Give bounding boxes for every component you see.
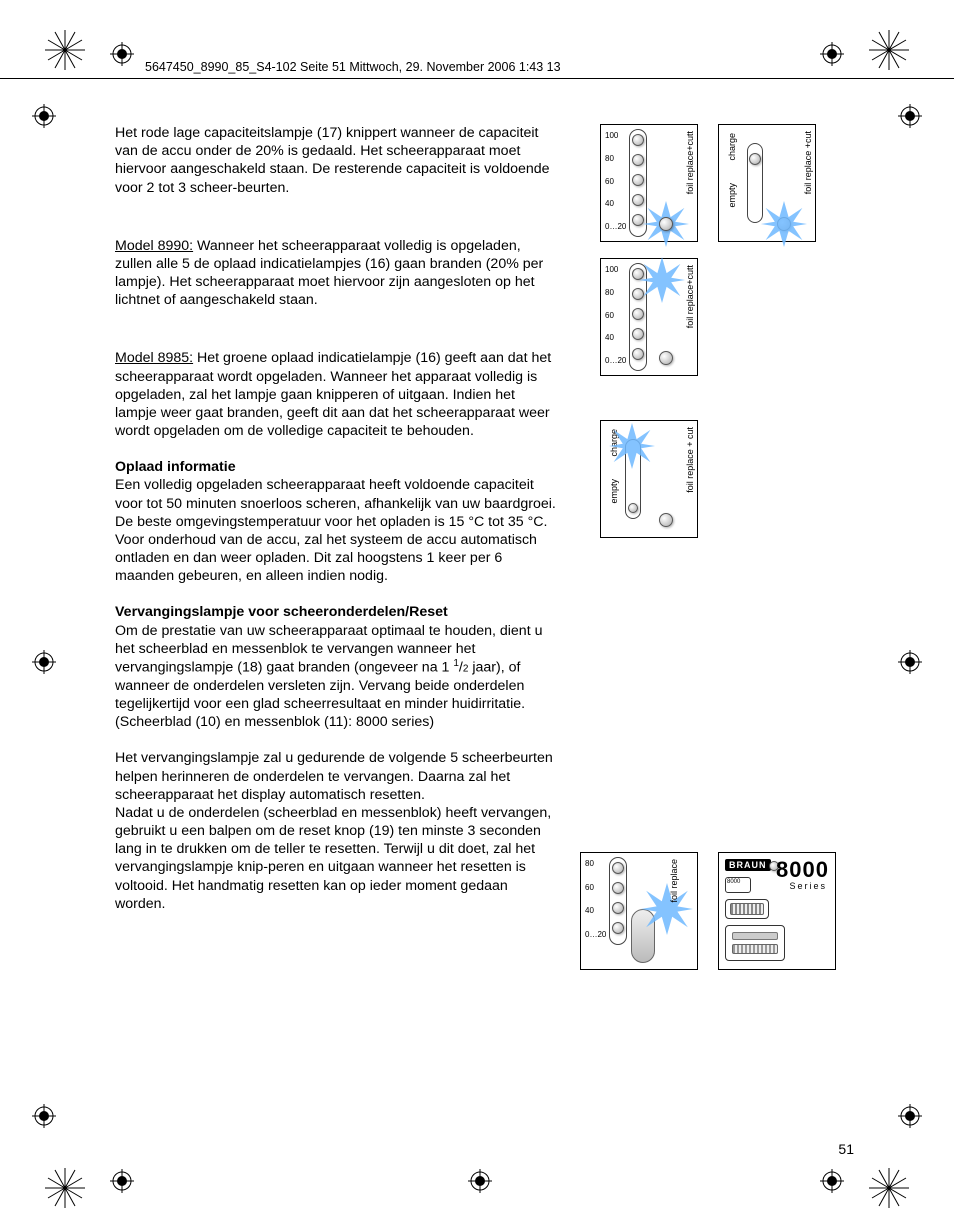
foil-replace-label: foil replace + cut bbox=[685, 427, 695, 493]
led-dot bbox=[632, 328, 644, 340]
print-mark bbox=[869, 1168, 909, 1208]
foil-replace-label: foil replace+cutt bbox=[685, 131, 695, 194]
page-header-meta: 5647450_8990_85_S4-102 Seite 51 Mittwoch… bbox=[145, 60, 561, 74]
header-rule bbox=[0, 78, 954, 79]
crosshair-icon bbox=[820, 1169, 844, 1193]
paragraph: De beste omgevingstemperatuur voor het o… bbox=[115, 513, 560, 531]
charge-label: charge bbox=[727, 133, 737, 161]
led-dot bbox=[632, 348, 644, 360]
foil-button-icon bbox=[659, 513, 673, 527]
print-mark bbox=[45, 1168, 85, 1208]
led-dot bbox=[612, 922, 624, 934]
charge-dot bbox=[749, 153, 761, 165]
crosshair-icon bbox=[110, 42, 134, 66]
print-mark bbox=[45, 30, 85, 70]
crosshair-icon bbox=[898, 1104, 922, 1128]
led-dot bbox=[632, 174, 644, 186]
crosshair-icon bbox=[32, 650, 56, 674]
series-label: Series bbox=[789, 881, 827, 891]
crosshair-icon bbox=[898, 650, 922, 674]
led-panel-5: 0…20 40 60 80 100 foil replace+cutt bbox=[600, 258, 698, 376]
crosshair-icon bbox=[898, 104, 922, 128]
empty-dot bbox=[628, 503, 638, 513]
paragraph: (Scheerblad (10) en messenblok (11): 800… bbox=[115, 713, 560, 731]
burst-icon bbox=[609, 423, 655, 469]
led-dot bbox=[632, 134, 644, 146]
crosshair-icon bbox=[468, 1169, 492, 1193]
paragraph: Model 8985: Het groene oplaad indicatiel… bbox=[115, 349, 560, 440]
model-label: Model 8990: bbox=[115, 238, 193, 254]
burst-icon bbox=[641, 883, 693, 935]
braun-logo: BRAUN bbox=[725, 859, 771, 871]
heading: Vervangingslampje voor scheeronderdelen/… bbox=[115, 603, 560, 621]
empty-label: empty bbox=[727, 183, 737, 208]
led-panel-5-burst: 0…20 40 60 80 100 foil replace+cutt bbox=[600, 124, 698, 242]
foil-pack-icon bbox=[725, 899, 769, 919]
model-label: Model 8985: bbox=[115, 350, 193, 366]
small-series-tag: 8000 bbox=[725, 877, 751, 893]
led-dot bbox=[612, 862, 624, 874]
reset-panel: 0…20 40 60 80 foil replace bbox=[580, 852, 698, 970]
charge-panel: empty charge foil replace +cut bbox=[718, 124, 816, 242]
charge-panel-burst: empty charge foil replace + cut bbox=[600, 420, 698, 538]
tick-labels: 0…20 40 60 80 100 bbox=[605, 265, 626, 365]
empty-label: empty bbox=[609, 479, 619, 504]
foil-replace-label: foil replace+cutt bbox=[685, 265, 695, 328]
burst-icon bbox=[639, 257, 685, 303]
print-mark bbox=[869, 30, 909, 70]
led-dot bbox=[612, 902, 624, 914]
tick-labels: 0…20 40 60 80 bbox=[585, 859, 606, 939]
paragraph: Nadat u de onderdelen (scheerblad en mes… bbox=[115, 804, 560, 913]
foil-button-icon bbox=[659, 351, 673, 365]
led-track bbox=[609, 857, 627, 945]
paragraph: Het vervangingslampje zal u gedurende de… bbox=[115, 749, 560, 804]
led-dot bbox=[632, 154, 644, 166]
crosshair-icon bbox=[32, 1104, 56, 1128]
paragraph: Een volledig opgeladen scheerapparaat he… bbox=[115, 476, 560, 512]
led-dot bbox=[612, 882, 624, 894]
burst-icon bbox=[761, 201, 807, 247]
heading: Oplaad informatie bbox=[115, 458, 560, 476]
paragraph: Model 8990: Wanneer het scheerapparaat v… bbox=[115, 237, 560, 310]
page-number: 51 bbox=[838, 1141, 854, 1157]
paragraph: Om de prestatie van uw scheerapparaat op… bbox=[115, 622, 560, 714]
crosshair-icon bbox=[110, 1169, 134, 1193]
tick-labels: 0…20 40 60 80 100 bbox=[605, 131, 626, 231]
crosshair-icon bbox=[32, 104, 56, 128]
product-box: BRAUN 8000 Series 8000 bbox=[718, 852, 836, 970]
cutter-pack-icon bbox=[725, 925, 785, 961]
foil-replace-label: foil replace +cut bbox=[803, 131, 813, 194]
led-dot bbox=[632, 308, 644, 320]
paragraph: Het rode lage capaciteitslampje (17) kni… bbox=[115, 124, 560, 197]
foil-replace-label: foil replace bbox=[669, 859, 679, 903]
paragraph: Voor onderhoud van de accu, zal het syst… bbox=[115, 531, 560, 586]
foil-button-icon bbox=[659, 217, 673, 231]
series-number: 8000 bbox=[776, 857, 829, 883]
crosshair-icon bbox=[820, 42, 844, 66]
body-text: Het rode lage capaciteitslampje (17) kni… bbox=[115, 124, 560, 913]
